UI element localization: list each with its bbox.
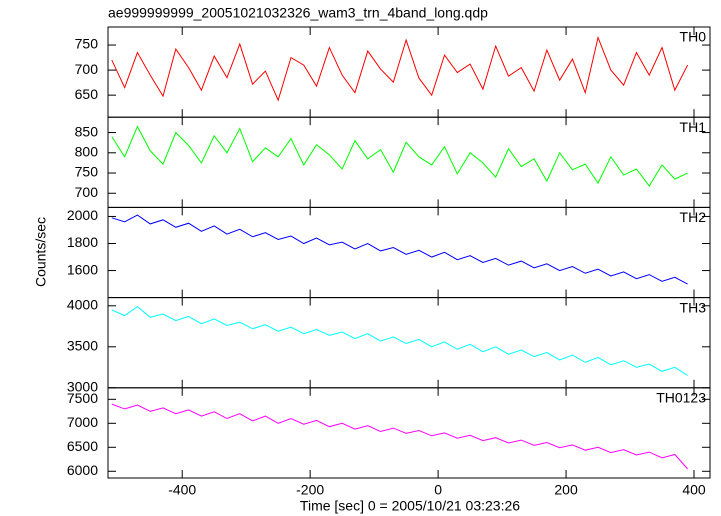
panel-frame: [107, 387, 711, 479]
y-tick-label: 650: [75, 86, 99, 102]
series-line: [111, 35, 689, 102]
series-line: [111, 125, 688, 187]
y-tick-label: 850: [75, 123, 99, 139]
panel-label: TH3: [680, 299, 707, 315]
y-tick-label: 700: [75, 184, 99, 200]
x-tick-label: 400: [682, 482, 706, 498]
panel-label: TH0123: [656, 390, 706, 406]
y-tick-label: 4000: [67, 297, 98, 313]
series-line: [111, 305, 688, 376]
y-tick-label: 3500: [67, 338, 98, 354]
y-tick-label: 7000: [67, 414, 98, 430]
panel-frame: [107, 116, 711, 208]
y-tick-label: 700: [75, 61, 99, 77]
panel-frame: [107, 206, 711, 299]
y-tick-label: 6000: [67, 462, 98, 478]
x-axis-label: Time [sec] 0 = 2005/10/21 03:23:26: [300, 498, 520, 514]
y-tick-label: 1600: [67, 261, 98, 277]
y-tick-label: 6500: [67, 438, 98, 454]
y-tick-label: 3000: [67, 379, 98, 395]
panel-label: TH2: [680, 209, 707, 225]
x-tick-label: 0: [434, 482, 442, 498]
series-line: [111, 403, 688, 470]
chart-title: ae999999999_20051021032326_wam3_trn_4ban…: [108, 5, 488, 21]
y-tick-label: 800: [75, 143, 99, 159]
x-tick-label: 200: [554, 482, 578, 498]
y-axis-label: Counts/sec: [33, 217, 49, 287]
panel-label: TH1: [680, 119, 707, 135]
x-tick-label: -200: [296, 482, 324, 498]
y-tick-label: 750: [75, 164, 99, 180]
panel-label: TH0: [680, 29, 707, 45]
panel-frame: [107, 26, 711, 118]
y-tick-label: 1800: [67, 234, 98, 250]
x-tick-label: -400: [168, 482, 196, 498]
y-tick-label: 750: [75, 36, 99, 52]
y-tick-label: 7500: [67, 390, 98, 406]
series-line: [111, 214, 688, 285]
y-tick-label: 2000: [67, 207, 98, 223]
